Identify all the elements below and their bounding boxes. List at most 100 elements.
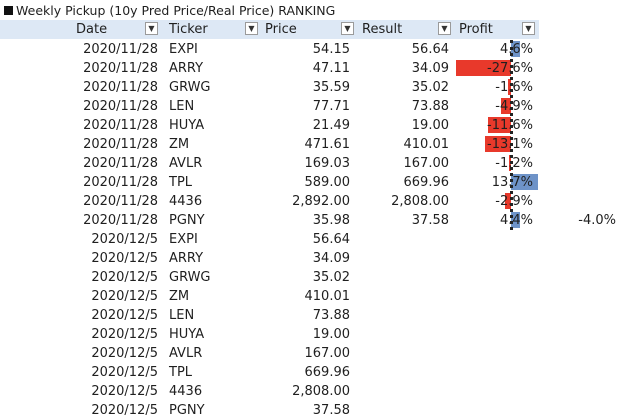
price-cell[interactable]: 77.71: [312, 99, 350, 114]
price-cell[interactable]: 167.00: [304, 346, 351, 361]
profit-cell[interactable]: [451, 249, 533, 268]
ticker-cell[interactable]: GRWG: [169, 80, 211, 95]
ticker-cell[interactable]: PGNY: [169, 403, 205, 418]
date-cell[interactable]: 2020/11/28: [83, 61, 158, 76]
date-cell[interactable]: 2020/12/5: [91, 232, 158, 247]
date-cell[interactable]: 2020/12/5: [91, 327, 158, 342]
profit-cell[interactable]: -2.9%: [495, 194, 533, 209]
result-cell[interactable]: 669.96: [403, 175, 450, 190]
profit-cell[interactable]: [451, 287, 533, 306]
ticker-cell[interactable]: ARRY: [169, 251, 204, 266]
price-cell[interactable]: 2,892.00: [292, 194, 350, 209]
price-cell[interactable]: 410.01: [304, 289, 351, 304]
date-cell[interactable]: 2020/11/28: [83, 99, 158, 114]
price-cell[interactable]: 471.61: [304, 137, 351, 152]
ticker-cell[interactable]: TPL: [169, 365, 193, 380]
date-cell[interactable]: 2020/11/28: [83, 137, 158, 152]
result-cell[interactable]: [352, 401, 449, 420]
result-cell[interactable]: 35.02: [411, 80, 449, 95]
price-cell[interactable]: 35.02: [312, 270, 350, 285]
ticker-cell[interactable]: AVLR: [169, 346, 203, 361]
ticker-cell[interactable]: LEN: [169, 308, 195, 323]
result-cell[interactable]: 410.01: [403, 137, 450, 152]
date-cell[interactable]: 2020/12/5: [91, 289, 158, 304]
date-cell[interactable]: 2020/11/28: [83, 175, 158, 190]
result-cell[interactable]: 167.00: [403, 156, 450, 171]
profit-cell[interactable]: 4.4%: [499, 213, 533, 228]
price-cell[interactable]: 589.00: [304, 175, 351, 190]
filter-dropdown-icon[interactable]: ▼: [438, 22, 451, 35]
result-cell[interactable]: [352, 382, 449, 401]
price-cell[interactable]: 19.00: [312, 327, 350, 342]
filter-dropdown-icon[interactable]: ▼: [341, 22, 354, 35]
price-cell[interactable]: 47.11: [312, 61, 350, 76]
profit-cell[interactable]: [451, 230, 533, 249]
result-cell[interactable]: [352, 268, 449, 287]
profit-cell[interactable]: 4.6%: [499, 42, 533, 57]
result-cell[interactable]: 2,808.00: [391, 194, 449, 209]
price-cell[interactable]: 37.58: [312, 403, 350, 418]
profit-cell[interactable]: 13.7%: [491, 175, 533, 190]
price-cell[interactable]: 35.98: [312, 213, 350, 228]
result-cell[interactable]: 37.58: [411, 213, 449, 228]
profit-cell[interactable]: [451, 325, 533, 344]
date-cell[interactable]: 2020/12/5: [91, 251, 158, 266]
result-cell[interactable]: 34.09: [411, 61, 449, 76]
filter-dropdown-icon[interactable]: ▼: [245, 22, 258, 35]
date-cell[interactable]: 2020/12/5: [91, 384, 158, 399]
ticker-cell[interactable]: 4436: [169, 384, 203, 399]
result-cell[interactable]: [352, 230, 449, 249]
date-cell[interactable]: 2020/11/28: [83, 194, 158, 209]
price-cell[interactable]: 21.49: [312, 118, 350, 133]
profit-cell[interactable]: -1.6%: [495, 80, 533, 95]
result-cell[interactable]: [352, 306, 449, 325]
profit-cell[interactable]: [451, 382, 533, 401]
date-cell[interactable]: 2020/12/5: [91, 365, 158, 380]
profit-cell[interactable]: -1.2%: [495, 156, 533, 171]
ticker-cell[interactable]: 4436: [169, 194, 203, 209]
filter-dropdown-icon[interactable]: ▼: [145, 22, 158, 35]
ticker-cell[interactable]: ARRY: [169, 61, 204, 76]
date-cell[interactable]: 2020/11/28: [83, 42, 158, 57]
profit-cell[interactable]: [451, 363, 533, 382]
date-cell[interactable]: 2020/11/28: [83, 213, 158, 228]
result-cell[interactable]: 56.64: [411, 42, 449, 57]
ticker-cell[interactable]: LEN: [169, 99, 195, 114]
profit-cell[interactable]: -27.6%: [487, 61, 533, 76]
filter-dropdown-icon[interactable]: ▼: [522, 22, 535, 35]
ticker-cell[interactable]: AVLR: [169, 156, 203, 171]
date-cell[interactable]: 2020/12/5: [91, 270, 158, 285]
result-cell[interactable]: [352, 287, 449, 306]
result-cell[interactable]: [352, 344, 449, 363]
date-cell[interactable]: 2020/11/28: [83, 156, 158, 171]
date-cell[interactable]: 2020/12/5: [91, 308, 158, 323]
result-cell[interactable]: [352, 325, 449, 344]
result-cell[interactable]: 19.00: [411, 118, 449, 133]
profit-cell[interactable]: [451, 268, 533, 287]
ticker-cell[interactable]: EXPI: [169, 42, 198, 57]
price-cell[interactable]: 669.96: [304, 365, 351, 380]
result-cell[interactable]: 73.88: [411, 99, 449, 114]
profit-cell[interactable]: -4.9%: [495, 99, 533, 114]
price-cell[interactable]: 73.88: [312, 308, 350, 323]
result-cell[interactable]: [352, 363, 449, 382]
price-cell[interactable]: 2,808.00: [292, 384, 350, 399]
ticker-cell[interactable]: PGNY: [169, 213, 205, 228]
price-cell[interactable]: 169.03: [304, 156, 351, 171]
ticker-cell[interactable]: ZM: [169, 137, 190, 152]
date-cell[interactable]: 2020/12/5: [91, 403, 158, 418]
profit-cell[interactable]: [451, 401, 533, 420]
price-cell[interactable]: 34.09: [312, 251, 350, 266]
profit-cell[interactable]: [451, 306, 533, 325]
price-cell[interactable]: 56.64: [312, 232, 350, 247]
date-cell[interactable]: 2020/11/28: [83, 118, 158, 133]
extra-value-cell[interactable]: -4.0%: [578, 213, 616, 228]
ticker-cell[interactable]: HUYA: [169, 118, 205, 133]
date-cell[interactable]: 2020/11/28: [83, 80, 158, 95]
price-cell[interactable]: 54.15: [312, 42, 350, 57]
date-cell[interactable]: 2020/12/5: [91, 346, 158, 361]
ticker-cell[interactable]: ZM: [169, 289, 190, 304]
profit-cell[interactable]: -11.6%: [487, 118, 533, 133]
price-cell[interactable]: 35.59: [312, 80, 350, 95]
profit-cell[interactable]: -13.1%: [487, 137, 533, 152]
